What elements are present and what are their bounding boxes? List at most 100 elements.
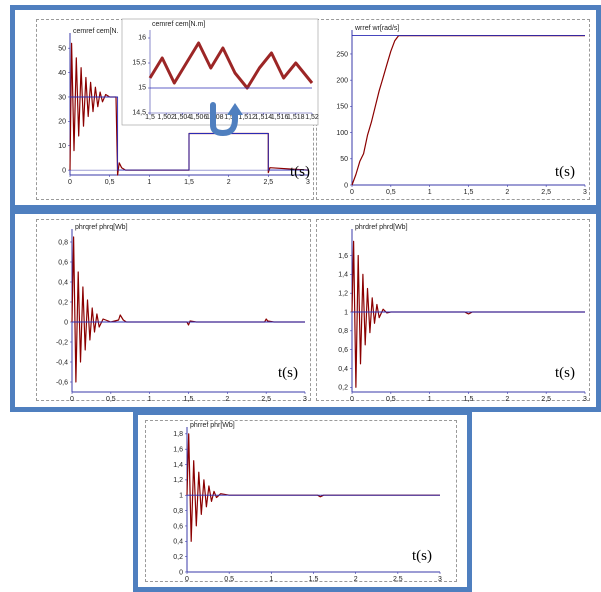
y-tick-label: 0,6	[58, 259, 68, 266]
x-axis-label: t(s)	[278, 365, 298, 381]
x-tick-label: 1,506	[190, 114, 208, 121]
y-tick-label: 150	[336, 104, 348, 111]
x-tick-label: 1,51	[224, 114, 238, 121]
series-reference	[70, 96, 308, 171]
chart-title: cemref cem[N.	[73, 28, 119, 35]
chart-title: phrref phr[Wb]	[190, 422, 235, 429]
chart-title: wrref wr[rad/s]	[354, 25, 399, 32]
x-tick-label: 3	[583, 396, 587, 403]
x-tick-label: 1,5	[184, 179, 194, 186]
y-tick-label: 20	[58, 119, 66, 126]
y-tick-label: 0,8	[173, 508, 183, 515]
y-tick-label: 0,2	[338, 385, 348, 392]
chart-title: phrdref phrd[Wb]	[355, 224, 408, 231]
y-tick-label: -0,6	[56, 379, 68, 386]
y-tick-label: 0,4	[338, 366, 348, 373]
y-tick-label: 250	[336, 51, 348, 58]
y-tick-label: 10	[58, 143, 66, 150]
series-measured	[351, 34, 585, 186]
y-tick-label: 50	[340, 156, 348, 163]
x-tick-label: 1,512	[238, 114, 256, 121]
x-tick-label: 0,5	[106, 396, 116, 403]
y-tick-label: 1,2	[173, 477, 183, 484]
x-tick-label: 2,5	[541, 189, 551, 196]
y-tick-label: -0,2	[56, 339, 68, 346]
y-tick-label: 15,5	[132, 59, 146, 66]
x-axis-label: t(s)	[555, 365, 575, 381]
x-tick-label: 1	[428, 396, 432, 403]
x-tick-label: 0	[70, 396, 74, 403]
x-tick-label: 2,5	[263, 179, 273, 186]
x-tick-label: 1,5	[184, 396, 194, 403]
x-tick-label: 3	[303, 396, 307, 403]
y-tick-label: 1,2	[338, 291, 348, 298]
x-tick-label: 3	[438, 576, 442, 583]
x-tick-label: 1,518	[287, 114, 305, 121]
y-tick-label: 1	[344, 309, 348, 316]
x-axis-label: t(s)	[290, 164, 310, 180]
y-tick-label: 40	[58, 70, 66, 77]
chart-title: phrqref phrq[Wb]	[75, 224, 128, 231]
series-measured	[148, 41, 314, 90]
x-tick-label: 0	[185, 576, 189, 583]
x-tick-label: 2,5	[393, 576, 403, 583]
x-tick-label: 0	[350, 396, 354, 403]
y-tick-label: 0,2	[58, 299, 68, 306]
y-tick-label: 15	[138, 84, 146, 91]
y-tick-label: 1,6	[173, 447, 183, 454]
x-tick-label: 1	[148, 396, 152, 403]
series-measured	[186, 433, 440, 542]
y-tick-label: 1,4	[338, 272, 348, 279]
y-tick-label: -0,4	[56, 359, 68, 366]
x-tick-label: 0,5	[386, 189, 396, 196]
x-tick-label: 1,504	[174, 114, 192, 121]
x-tick-label: 0,5	[224, 576, 234, 583]
panel-wr	[316, 19, 590, 200]
y-tick-label: 1	[179, 493, 183, 500]
x-tick-label: 0,5	[105, 179, 115, 186]
y-tick-label: 0,2	[173, 554, 183, 561]
y-tick-label: 100	[336, 130, 348, 137]
y-tick-label: 0,8	[338, 328, 348, 335]
y-tick-label: 0	[179, 569, 183, 576]
y-tick-label: 0,4	[173, 539, 183, 546]
y-tick-label: 16	[138, 34, 146, 41]
x-tick-label: 1	[428, 189, 432, 196]
x-tick-label: 2	[227, 179, 231, 186]
chart-phr: 0 0,5 1 1,5 2 2,5 3 0 0,2 0,4 0,6 0,8 1 1,2 1,4 1,6 1,8 p…	[173, 422, 442, 583]
y-tick-label: 30	[58, 94, 66, 101]
x-tick-label: 2,5	[261, 396, 271, 403]
x-tick-label: 1,5	[464, 396, 474, 403]
x-tick-label: 2	[354, 576, 358, 583]
y-tick-label: 0,4	[58, 279, 68, 286]
curved-arrow-icon	[210, 102, 243, 137]
x-tick-label: 1	[269, 576, 273, 583]
x-tick-label: 1,52	[305, 114, 319, 121]
series-measured	[351, 240, 585, 388]
x-tick-label: 1,514	[255, 114, 273, 121]
y-tick-label: 0	[344, 182, 348, 189]
x-tick-label: 3	[583, 189, 587, 196]
x-tick-label: 2	[505, 396, 509, 403]
chart-phrq: 0 0,5 1 1,5 2 2,5 3 -0,6 -0,4 -0,2 0 0,2 0,4 0,6 0,8 ph…	[56, 224, 307, 403]
x-tick-label: 2	[225, 396, 229, 403]
y-tick-label: 0	[62, 167, 66, 174]
x-tick-label: 1,5	[309, 576, 319, 583]
x-tick-label: 0	[68, 179, 72, 186]
y-tick-label: 200	[336, 78, 348, 85]
x-tick-label: 1,516	[271, 114, 289, 121]
x-tick-label: 1,5	[464, 189, 474, 196]
x-tick-label: 1,502	[157, 114, 175, 121]
y-tick-label: 1,6	[338, 253, 348, 260]
series-measured	[71, 236, 305, 383]
x-tick-label: 0,5	[386, 396, 396, 403]
y-tick-label: 0,8	[58, 239, 68, 246]
x-tick-label: 2	[505, 189, 509, 196]
chart-phrd: 0 0,5 1 1,5 2 2,5 3 0,2 0,4 0,6 0,8 1 1,2 1,4 1,6 phrdr…	[338, 224, 587, 403]
y-tick-label: 0,6	[338, 347, 348, 354]
chart-wr: 0 0,5 1 1,5 2 2,5 3 0 50 100 150 200 250 wrref wr[rad…	[336, 25, 587, 196]
x-tick-label: 1	[147, 179, 151, 186]
